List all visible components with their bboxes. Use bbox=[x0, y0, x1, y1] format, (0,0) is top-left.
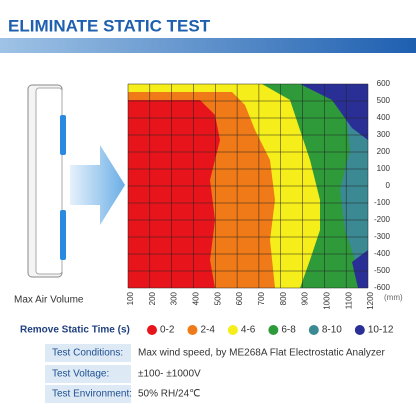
y-tick-label: 200 bbox=[377, 147, 391, 156]
legend-swatch bbox=[354, 325, 365, 335]
x-tick-label: 300 bbox=[170, 291, 179, 305]
x-tick-label: 200 bbox=[148, 291, 157, 305]
y-tick-label: 100 bbox=[377, 164, 391, 173]
legend-swatch bbox=[187, 325, 198, 335]
y-tick-label: -200 bbox=[374, 215, 391, 224]
title-bar bbox=[0, 38, 416, 53]
legend-label: 6-8 bbox=[281, 325, 296, 336]
table-value: Max wind speed, by ME268A Flat Electrost… bbox=[138, 348, 385, 359]
x-tick-label: 900 bbox=[301, 291, 310, 305]
table-label-cell bbox=[45, 344, 131, 362]
y-tick-label: -400 bbox=[374, 249, 391, 258]
legend-label: 4-6 bbox=[241, 325, 256, 336]
x-tick-label: 500 bbox=[213, 291, 222, 305]
y-tick-label: -600 bbox=[374, 283, 391, 292]
legend-label: 8-10 bbox=[322, 325, 342, 336]
x-tick-label: 1000 bbox=[322, 291, 331, 309]
legend-title: Remove Static Time (s) bbox=[20, 325, 130, 336]
x-tick-label: 800 bbox=[279, 291, 288, 305]
legend: 0-2 2-4 4-6 6-8 8-10 10-12 bbox=[147, 325, 394, 336]
legend-label: 10-12 bbox=[368, 325, 394, 336]
legend-label: 2-4 bbox=[200, 325, 215, 336]
x-tick-label: 100 bbox=[126, 291, 135, 305]
y-tick-label: -500 bbox=[374, 266, 391, 275]
legend-swatch bbox=[308, 325, 319, 335]
table-label-cell bbox=[45, 365, 131, 383]
y-tick-label: -100 bbox=[374, 198, 391, 207]
y-tick-label: 0 bbox=[386, 181, 391, 190]
y-tick-label: 300 bbox=[377, 130, 391, 139]
airflow-arrow bbox=[70, 145, 125, 225]
legend-swatch bbox=[147, 325, 157, 335]
y-tick-label: -300 bbox=[374, 232, 391, 241]
y-tick-label: 400 bbox=[377, 113, 391, 122]
table-value: 50% RH/24℃ bbox=[138, 389, 200, 400]
side-label: Max Air Volume bbox=[14, 295, 84, 306]
table-label-cell bbox=[45, 385, 131, 403]
title: ELIMINATE STATIC TEST bbox=[8, 16, 211, 35]
x-tick-label: 1100 bbox=[344, 291, 353, 309]
table-label: Test Conditions: bbox=[52, 348, 123, 359]
y-tick-label: 600 bbox=[377, 79, 391, 88]
table-value: ±100- ±1000V bbox=[138, 369, 201, 380]
table-label: Test Environment: bbox=[52, 389, 132, 400]
x-unit: (mm) bbox=[384, 293, 403, 302]
x-tick-label: 1200 bbox=[366, 291, 375, 309]
device bbox=[27, 84, 66, 278]
legend-label: 0-2 bbox=[160, 325, 175, 336]
legend-swatch bbox=[227, 325, 238, 335]
legend-swatch bbox=[268, 325, 279, 335]
x-tick-label: 400 bbox=[192, 291, 201, 305]
grid: 100 200 300 400 500 600 700 800 900 1000 1100 12006… bbox=[126, 79, 390, 310]
x-tick-label: 600 bbox=[235, 291, 244, 305]
info-table: Test Conditions: Max wind speed, by ME268… bbox=[45, 344, 385, 403]
x-tick-label: 700 bbox=[257, 291, 266, 305]
y-tick-label: 500 bbox=[377, 96, 391, 105]
table-label: Test Voltage: bbox=[52, 369, 109, 380]
